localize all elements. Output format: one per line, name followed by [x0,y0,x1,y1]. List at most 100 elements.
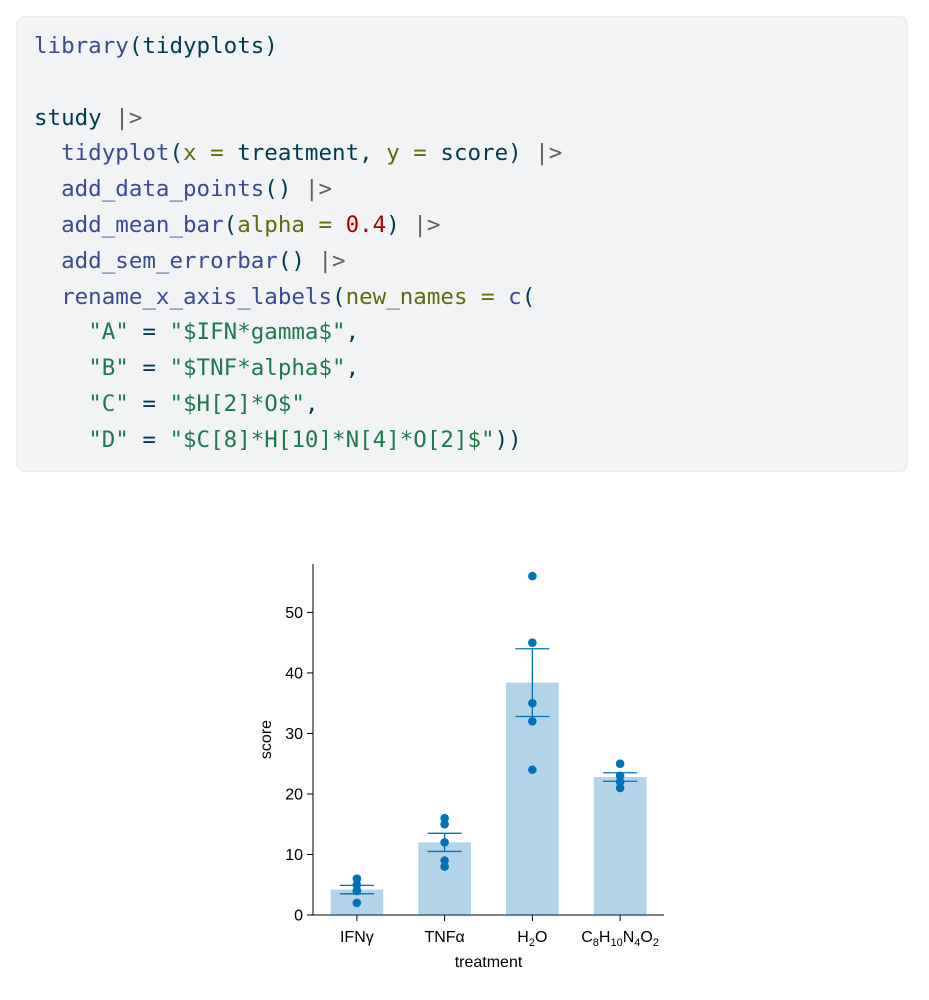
code-token: ( [223,211,238,238]
code-token: , [345,355,360,382]
code-token: )) [494,426,522,453]
code-token: |> [115,104,143,131]
code-line: study |> [34,101,562,137]
data-point [440,862,449,871]
data-points [352,571,625,908]
code-token: , [304,390,319,417]
code-token: tidyplot [61,140,170,167]
code-token: ( [332,283,346,310]
x-tick-label-part: α [456,929,465,946]
x-tick-label-part: N [623,929,635,946]
code-token: c [508,283,522,310]
y-axis-ticks: 0 10 20 30 40 50 [285,605,313,925]
x-tick-label-subscript: 8 [593,937,599,949]
code-token [34,248,61,274]
data-point [440,838,449,847]
data-point [352,880,362,890]
data-point [440,856,449,865]
code-token: 0.4 [345,211,387,238]
code-token: = [304,211,346,238]
data-point [615,777,625,787]
x-tick-label-part: H [599,929,611,946]
code-token [34,355,88,381]
x-axis-ticks: IFNγ TNFα H2O C8H10N4O2 [340,915,659,949]
code-token: ) [386,211,414,238]
code-token: "D" [88,426,129,453]
data-point [352,886,362,896]
data-point [528,571,537,581]
x-tick-label-subscript: 10 [610,937,622,949]
code-lines: library(tidyplots) study |> tidyplot(x =… [34,29,562,459]
data-point [615,771,625,781]
data-point [615,759,625,769]
y-tick-label: 50 [285,605,303,622]
y-tick-label: 10 [285,847,303,864]
code-token [34,319,88,345]
x-tick-label: H2O [517,929,547,949]
y-tick-label: 0 [294,908,303,925]
code-token: () [264,176,305,203]
x-tick-label-part: TNF [424,929,455,946]
x-tick-label: C8H10N4O2 [581,929,659,949]
code-line: library(tidyplots) [34,29,562,65]
code-token: = [128,355,170,382]
data-point [440,819,449,829]
y-tick-label: 30 [285,726,303,743]
code-line: add_mean_bar(alpha = 0.4) |> [34,208,562,244]
code-token: () [277,247,319,274]
code-token [34,391,88,417]
data-point [528,638,537,647]
data-point [528,717,537,726]
code-token: ) [264,33,278,59]
data-point [440,813,449,823]
code-token: = [128,426,170,453]
code-token [34,427,88,453]
data-point [528,698,537,708]
code-token: "$TNF*alpha$" [169,355,346,382]
code-token: = [128,390,170,417]
code-token [34,140,61,166]
x-tick-label-part: O [535,929,547,946]
x-axis-label: treatment [455,954,523,971]
code-token: , [345,319,360,346]
code-token: study [34,104,116,131]
code-token: ( [128,33,143,59]
code-token: new_names [345,283,468,310]
code-token: "$H[2]*O$" [169,390,305,417]
code-token [34,176,61,202]
x-tick-label-part: IFN [340,929,366,946]
code-line: tidyplot(x = treatment, y = score) |> [34,136,562,172]
code-token: |> [413,211,441,238]
x-tick-label-part: C [581,929,593,946]
bars [330,682,647,915]
data-point [352,874,362,883]
mean-bar [593,777,647,915]
code-token: "$C[8]*H[10]*N[4]*O[2]$" [169,426,495,453]
code-token: rename_x_axis_labels [61,283,333,310]
data-point [615,783,625,793]
code-token: |> [535,140,563,167]
code-token: "C" [88,390,129,417]
code-token: add_sem_errorbar [61,247,278,274]
code-token: alpha [237,211,305,238]
code-block: library(tidyplots) study |> tidyplot(x =… [16,16,908,472]
x-tick-label-subscript: 2 [529,937,535,949]
mean-bar [418,842,471,915]
code-token [34,284,61,310]
code-token: "$IFN*gamma$" [169,319,346,346]
x-tick-label: IFNγ [340,929,374,946]
code-line: rename_x_axis_labels(new_names = c( [34,280,562,316]
code-token: "B" [88,355,129,382]
code-token [34,212,61,238]
code-line [34,65,562,101]
x-tick-label-subscript: 2 [653,937,659,949]
code-token: = [467,283,509,310]
code-line: add_data_points() |> [34,172,562,208]
code-token: add_data_points [61,176,265,203]
x-tick-label-part: H [517,929,529,946]
code-token: add_mean_bar [61,211,224,238]
code-line: "B" = "$TNF*alpha$", [34,351,562,387]
x-tick-label-part: O [640,929,652,946]
code-line: add_sem_errorbar() |> [34,244,562,280]
data-point [352,898,362,908]
